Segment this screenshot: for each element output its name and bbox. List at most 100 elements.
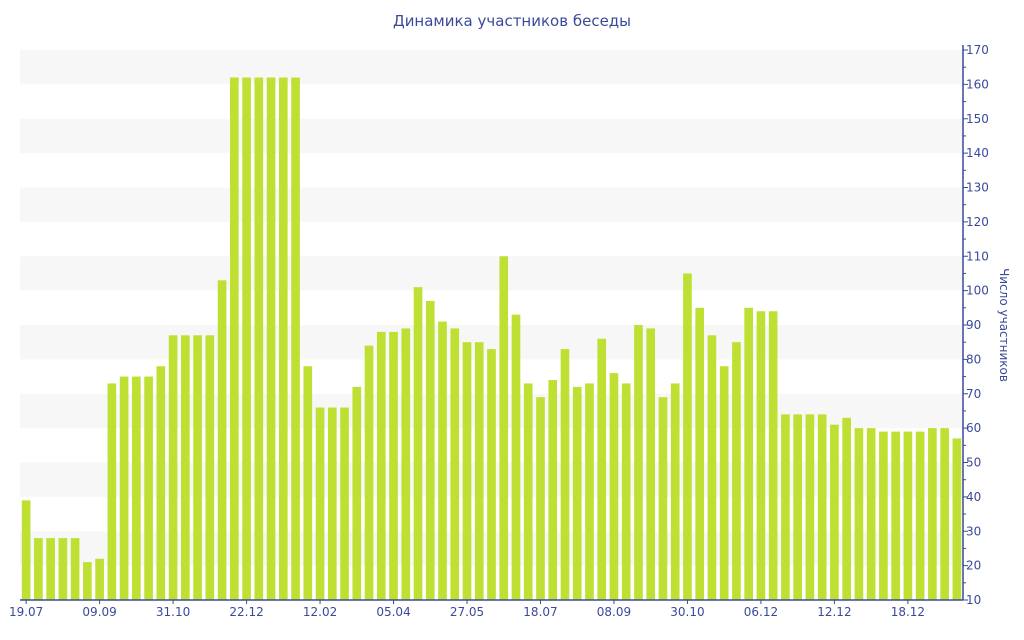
- x-tick-label: 30.10: [670, 605, 704, 619]
- bar: [266, 77, 276, 600]
- bar: [805, 414, 815, 600]
- x-tick-label: 22.12: [229, 605, 263, 619]
- bar: [793, 414, 802, 600]
- bar: [585, 383, 594, 600]
- chart-title: Динамика участников беседы: [392, 12, 632, 30]
- bar: [756, 311, 766, 600]
- bar: [462, 342, 472, 600]
- bar: [413, 287, 423, 600]
- bar: [95, 558, 104, 600]
- bar: [119, 376, 129, 600]
- bar: [327, 407, 337, 600]
- bar: [707, 335, 717, 600]
- bar: [940, 428, 949, 600]
- x-tick-label: 31.10: [156, 605, 190, 619]
- y-tick-label: 140: [966, 146, 989, 160]
- y-tick-label: 160: [966, 77, 989, 91]
- bar: [278, 77, 288, 600]
- bar: [401, 328, 411, 600]
- y-axis: 10 20 30 40 50 60 70 80 90 100 110 120 130 140 150 160 1…: [962, 43, 989, 607]
- bar: [744, 307, 754, 600]
- bar: [499, 256, 509, 600]
- bar: [634, 325, 643, 600]
- bar: [866, 428, 876, 600]
- bar: [609, 373, 619, 600]
- x-tick-label: 12.02: [303, 605, 337, 619]
- bar: [621, 383, 631, 600]
- bar: [879, 431, 888, 600]
- grid-band: [20, 187, 963, 222]
- bar: [144, 376, 153, 600]
- x-tick-label: 19.07: [9, 605, 43, 619]
- bar: [156, 366, 166, 600]
- x-tick-label: 27.05: [450, 605, 484, 619]
- bar: [205, 335, 215, 600]
- bar: [229, 77, 239, 600]
- y-axis-label: Число участников: [997, 268, 1011, 382]
- y-tick-label: 80: [966, 352, 981, 366]
- y-tick-label: 90: [966, 318, 981, 332]
- x-tick-label: 06.12: [744, 605, 778, 619]
- bar: [181, 335, 190, 600]
- bar: [928, 428, 937, 600]
- bar: [658, 397, 668, 600]
- y-tick-label: 40: [966, 490, 981, 504]
- bar: [572, 386, 582, 600]
- y-tick-label: 150: [966, 112, 989, 126]
- bar: [768, 311, 778, 600]
- y-tick-label: 70: [966, 387, 981, 401]
- y-tick-label: 20: [966, 559, 981, 573]
- bar: [168, 335, 178, 600]
- x-tick-label: 09.09: [82, 605, 116, 619]
- y-tick-label: 10: [966, 593, 981, 607]
- bar: [560, 349, 570, 600]
- bar: [817, 414, 827, 600]
- bar: [193, 335, 202, 600]
- bar: [303, 366, 313, 600]
- bar: [46, 538, 55, 600]
- y-tick-label: 50: [966, 456, 981, 470]
- bar: [903, 431, 913, 600]
- bar: [389, 331, 398, 600]
- bar: [597, 338, 607, 600]
- x-tick-label: 18.12: [891, 605, 925, 619]
- grid-band: [20, 50, 963, 85]
- bar: [58, 538, 68, 600]
- bar: [646, 328, 656, 600]
- y-tick-label: 170: [966, 43, 989, 57]
- bar: [670, 383, 680, 600]
- bar: [915, 431, 925, 600]
- grid-band: [20, 118, 963, 154]
- bar: [523, 383, 533, 600]
- y-tick-label: 100: [966, 284, 989, 298]
- bar: [83, 562, 92, 600]
- bar: [952, 438, 962, 600]
- bar: [536, 397, 545, 600]
- bar: [70, 538, 80, 600]
- y-tick-label: 60: [966, 421, 981, 435]
- x-tick-label: 08.09: [597, 605, 631, 619]
- x-tick-label: 18.07: [523, 605, 557, 619]
- bar: [511, 314, 521, 600]
- bar: [854, 428, 864, 600]
- bar: [719, 366, 729, 600]
- bar: [107, 383, 117, 600]
- bar: [781, 414, 790, 600]
- bar: [254, 77, 264, 600]
- bar: [830, 424, 839, 600]
- bar: [132, 376, 141, 600]
- bars: [21, 77, 962, 600]
- bar: [315, 407, 325, 600]
- grid-band: [20, 256, 963, 291]
- y-tick-label: 120: [966, 215, 989, 229]
- bar: [242, 77, 251, 600]
- bar: [364, 345, 374, 600]
- bar: [376, 331, 386, 600]
- bar: [34, 538, 43, 600]
- y-tick-label: 30: [966, 524, 981, 538]
- bar: [548, 380, 558, 600]
- bar: [438, 321, 447, 600]
- bar: [695, 307, 705, 600]
- bar: [425, 300, 435, 600]
